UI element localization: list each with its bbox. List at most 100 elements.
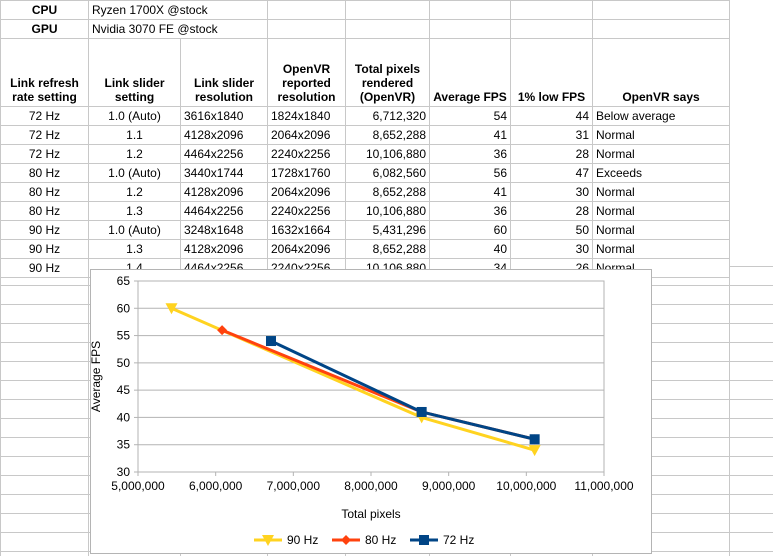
data-point-72-hz: [529, 434, 540, 445]
table-cell[interactable]: Normal: [592, 239, 730, 259]
table-cell[interactable]: 4128x2096: [180, 239, 268, 259]
table-cell[interactable]: 4464x2256: [180, 144, 268, 164]
table-cell[interactable]: 8,652,288: [345, 239, 430, 259]
table-cell[interactable]: 10,106,880: [345, 144, 430, 164]
y-axis-title: Average FPS: [91, 341, 103, 412]
table-cell[interactable]: 5,431,296: [345, 220, 430, 240]
table-cell[interactable]: 2240x2256: [267, 144, 346, 164]
table-cell[interactable]: 72 Hz: [0, 144, 89, 164]
table-cell[interactable]: 31: [510, 125, 593, 145]
table-cell[interactable]: 4464x2256: [180, 201, 268, 221]
table-cell[interactable]: 1.3: [88, 201, 181, 221]
table-cell[interactable]: 90 Hz: [0, 220, 89, 240]
x-tick-label: 6,000,000: [189, 479, 243, 493]
table-cell[interactable]: 1.3: [88, 239, 181, 259]
x-axis-title: Total pixels: [341, 507, 400, 521]
data-point-80-hz: [217, 325, 228, 336]
table-cell[interactable]: 41: [429, 125, 511, 145]
table-cell[interactable]: 90 Hz: [0, 239, 89, 259]
legend-label-90-hz: 90 Hz: [287, 533, 318, 547]
table-cell[interactable]: 50: [510, 220, 593, 240]
data-point-90-hz: [528, 445, 541, 457]
header-low-fps[interactable]: 1% low FPS: [510, 38, 593, 107]
table-cell[interactable]: 2064x2096: [267, 125, 346, 145]
table-cell[interactable]: 3248x1648: [180, 220, 268, 240]
cpu-label[interactable]: CPU: [0, 0, 89, 20]
table-cell[interactable]: 80 Hz: [0, 182, 89, 202]
table-cell[interactable]: 1.1: [88, 125, 181, 145]
table-cell[interactable]: Below average: [592, 106, 730, 126]
table-cell[interactable]: 8,652,288: [345, 125, 430, 145]
table-cell[interactable]: 30: [510, 239, 593, 259]
header-refresh-rate[interactable]: Link refresh rate setting: [0, 38, 89, 107]
chart-area[interactable]: 30 35 40 45 50 55 60 65 5,000,000 6,000,000 7,000,…: [89, 269, 652, 554]
table-cell[interactable]: 40: [429, 239, 511, 259]
x-tick-label: 11,000,000: [574, 479, 633, 493]
table-cell[interactable]: Normal: [592, 125, 730, 145]
table-cell[interactable]: 2064x2096: [267, 182, 346, 202]
table-cell[interactable]: 47: [510, 163, 593, 183]
table-cell[interactable]: 1.2: [88, 144, 181, 164]
table-cell[interactable]: 2064x2096: [267, 239, 346, 259]
table-cell[interactable]: 80 Hz: [0, 201, 89, 221]
header-total-pixels[interactable]: Total pixels rendered (OpenVR): [345, 38, 430, 107]
data-point-90-hz: [165, 303, 178, 315]
header-slider-resolution[interactable]: Link slider resolution: [180, 38, 268, 107]
table-cell[interactable]: 56: [429, 163, 511, 183]
table-cell[interactable]: 1.0 (Auto): [88, 220, 181, 240]
x-tick-label: 10,000,000: [496, 479, 556, 493]
y-tick-label: 50: [117, 356, 131, 370]
cpu-value[interactable]: Ryzen 1700X @stock: [88, 0, 268, 20]
table-cell[interactable]: 72 Hz: [0, 125, 89, 145]
table-cell[interactable]: 1.0 (Auto): [88, 106, 181, 126]
table-cell[interactable]: 2240x2256: [267, 201, 346, 221]
table-row: 72 Hz 1.0 (Auto) 3616x1840 1824x1840 6,712,3…: [0, 106, 730, 126]
table-cell[interactable]: 60: [429, 220, 511, 240]
table-cell[interactable]: 6,082,560: [345, 163, 430, 183]
table-cell[interactable]: 54: [429, 106, 511, 126]
gpu-value[interactable]: Nvidia 3070 FE @stock: [88, 19, 268, 39]
table-cell[interactable]: 1728x1760: [267, 163, 346, 183]
legend-marker-80-hz: [341, 535, 351, 545]
legend-label-80-hz: 80 Hz: [365, 533, 396, 547]
table-cell[interactable]: 4128x2096: [180, 182, 268, 202]
table-cell[interactable]: 1632x1664: [267, 220, 346, 240]
table-cell[interactable]: 28: [510, 144, 593, 164]
table-cell[interactable]: 1.0 (Auto): [88, 163, 181, 183]
table-cell[interactable]: 72 Hz: [0, 106, 89, 126]
table-cell[interactable]: 36: [429, 144, 511, 164]
header-openvr-says[interactable]: OpenVR says: [592, 38, 730, 107]
table-cell[interactable]: 36: [429, 201, 511, 221]
table-cell[interactable]: 6,712,320: [345, 106, 430, 126]
table-cell[interactable]: 30: [510, 182, 593, 202]
table-cell[interactable]: 10,106,880: [345, 201, 430, 221]
header-average-fps[interactable]: Average FPS: [429, 38, 511, 107]
table-cell[interactable]: Normal: [592, 220, 730, 240]
table-cell[interactable]: 80 Hz: [0, 163, 89, 183]
table-cell[interactable]: Normal: [592, 201, 730, 221]
table-cell[interactable]: 44: [510, 106, 593, 126]
table-cell[interactable]: 1.2: [88, 182, 181, 202]
table-cell[interactable]: 8,652,288: [345, 182, 430, 202]
series-line-80-hz: [221, 328, 535, 441]
table-cell[interactable]: Exceeds: [592, 163, 730, 183]
table-row: 80 Hz 1.3 4464x2256 2240x2256 10,106,880 36 28…: [0, 201, 730, 221]
x-tick-label: 8,000,000: [344, 479, 398, 493]
gpu-label[interactable]: GPU: [0, 19, 89, 39]
table-cell[interactable]: Normal: [592, 144, 730, 164]
benchmark-table: CPU Ryzen 1700X @stock GPU Nvidia 3070 F…: [0, 0, 730, 278]
table-cell[interactable]: 28: [510, 201, 593, 221]
table-cell[interactable]: 1824x1840: [267, 106, 346, 126]
table-row: 72 Hz 1.2 4464x2256 2240x2256 10,106,880 36 28…: [0, 144, 730, 164]
table-cell[interactable]: 3440x1744: [180, 163, 268, 183]
header-openvr-resolution[interactable]: OpenVR reported resolution: [267, 38, 346, 107]
table-cell[interactable]: Normal: [592, 182, 730, 202]
x-tick-label: 7,000,000: [267, 479, 321, 493]
header-slider-setting[interactable]: Link slider setting: [88, 38, 181, 107]
data-point-72-hz: [416, 406, 427, 417]
table-cell[interactable]: 90 Hz: [0, 258, 89, 278]
table-cell[interactable]: 4128x2096: [180, 125, 268, 145]
table-cell[interactable]: 41: [429, 182, 511, 202]
fps-vs-pixels-chart: 30 35 40 45 50 55 60 65 5,000,000 6,000,000 7,000,…: [89, 274, 634, 547]
table-cell[interactable]: 3616x1840: [180, 106, 268, 126]
